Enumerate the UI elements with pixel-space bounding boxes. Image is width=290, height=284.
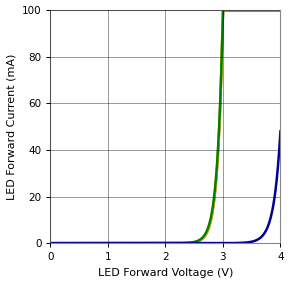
X-axis label: LED Forward Voltage (V): LED Forward Voltage (V) xyxy=(98,268,233,278)
Y-axis label: LED Forward Current (mA): LED Forward Current (mA) xyxy=(6,53,16,200)
